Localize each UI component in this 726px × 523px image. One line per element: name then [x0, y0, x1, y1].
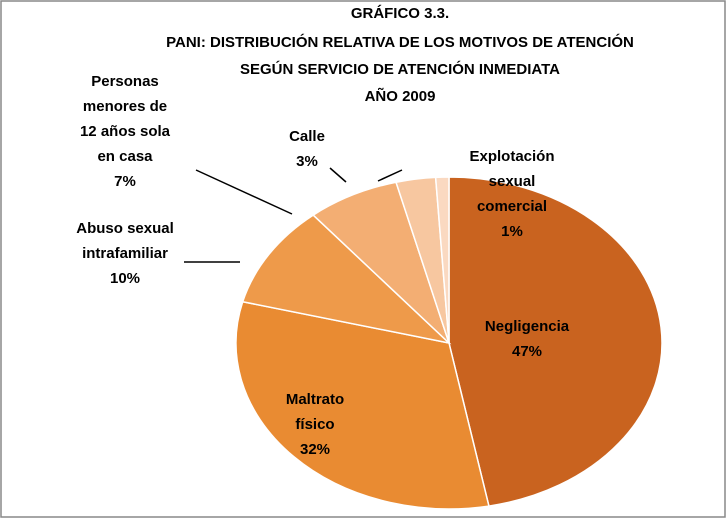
leader-line: [195, 169, 293, 215]
slice-label-line: Abuso sexual: [76, 220, 174, 237]
chart-title: PANI: DISTRIBUCIÓN RELATIVA DE LOS MOTIV…: [166, 33, 634, 51]
pie-slice: [448, 176, 663, 507]
slice-label-line: sexual: [489, 173, 536, 190]
slice-label: Personas menores de 12 años sola en casa 7%: [80, 73, 171, 190]
slice-label-line: Calle: [289, 128, 325, 145]
slice-label-line: en casa: [97, 148, 153, 165]
slice-label-line: Negligencia: [485, 318, 570, 335]
slice-label-line: físico: [295, 416, 334, 433]
slice-value-label: 3%: [296, 153, 318, 170]
slice-label-line: intrafamiliar: [82, 245, 168, 262]
chart-title: SEGÚN SERVICIO DE ATENCIÓN INMEDIATA: [240, 60, 560, 78]
slice-label: Maltrato físico 32%: [286, 391, 344, 458]
slice-label-line: Personas: [91, 73, 159, 90]
slice-label: Abuso sexual intrafamiliar 10%: [76, 220, 174, 287]
pie-slice: [241, 214, 452, 345]
slice-label-line: Explotación: [469, 148, 554, 165]
slice-label-line: 12 años sola: [80, 123, 171, 140]
chart-title: AÑO 2009: [365, 87, 436, 105]
pie-slice: [434, 176, 450, 344]
pie-slice: [235, 300, 490, 510]
slice-value-label: 47%: [512, 343, 542, 360]
slice-label: Calle 3%: [289, 128, 325, 170]
slice-label: Negligencia 47%: [485, 318, 570, 360]
slice-label: Explotación sexual comercial 1%: [469, 148, 554, 240]
leader-line: [329, 167, 347, 183]
slice-label-line: Maltrato: [286, 391, 344, 408]
slice-value-label: 7%: [114, 173, 136, 190]
leader-line: [377, 169, 403, 182]
slice-value-label: 32%: [300, 441, 330, 458]
slice-label-line: menores de: [83, 98, 167, 115]
slice-label-line: comercial: [477, 198, 547, 215]
slice-value-label: 1%: [501, 223, 523, 240]
chart-title: GRÁFICO 3.3.: [351, 5, 449, 22]
slice-value-label: 10%: [110, 270, 140, 287]
